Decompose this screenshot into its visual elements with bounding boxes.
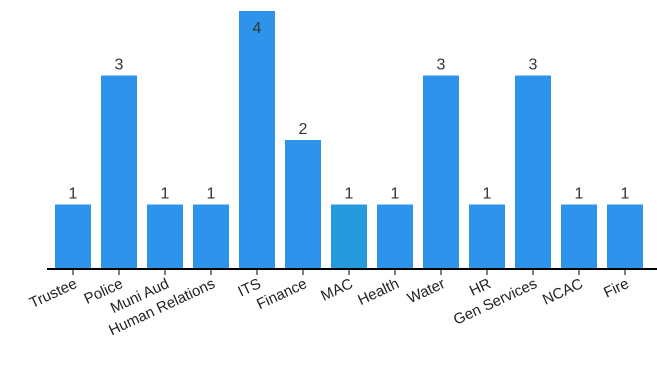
bar-hr (469, 204, 505, 269)
bar-human-relations (193, 204, 229, 269)
tick-label-trustee: Trustee (27, 275, 80, 312)
bar-fire (607, 204, 643, 269)
bar-health (377, 204, 413, 269)
value-label-fire: 1 (621, 186, 630, 203)
tick-label-ncac: NCAC (540, 275, 586, 308)
value-label-health: 1 (391, 186, 400, 203)
tick-label-fire: Fire (601, 275, 632, 301)
bar-muni-aud (147, 204, 183, 269)
value-label-gen-services: 3 (529, 57, 538, 74)
x-ticks-group (72, 269, 626, 275)
bar-trustee (55, 204, 91, 269)
bar-ncac (561, 204, 597, 269)
bar-finance (285, 140, 321, 269)
value-label-muni-aud: 1 (161, 186, 170, 203)
tick-label-health: Health (355, 275, 401, 309)
bars-group (55, 11, 643, 269)
value-label-water: 3 (437, 57, 446, 74)
bar-its (239, 11, 275, 269)
value-label-ncac: 1 (575, 186, 584, 203)
bar-gen-services (515, 75, 551, 269)
bar-police (101, 75, 137, 269)
tick-label-gen-services: Gen Services (451, 275, 540, 328)
bar-water (423, 75, 459, 269)
value-labels-group: 1 3 1 1 4 2 1 1 3 1 3 1 1 (69, 20, 630, 203)
value-label-its: 4 (253, 20, 262, 37)
tick-label-finance: Finance (254, 275, 310, 313)
tick-label-water: Water (405, 275, 448, 307)
tick-label-mac: MAC (318, 275, 356, 305)
value-label-hr: 1 (483, 186, 492, 203)
value-label-trustee: 1 (69, 186, 78, 203)
value-label-finance: 2 (299, 121, 308, 138)
value-label-human-relations: 1 (207, 186, 216, 203)
bar-mac (331, 204, 367, 269)
value-label-police: 3 (115, 57, 124, 74)
value-label-mac: 1 (345, 186, 354, 203)
